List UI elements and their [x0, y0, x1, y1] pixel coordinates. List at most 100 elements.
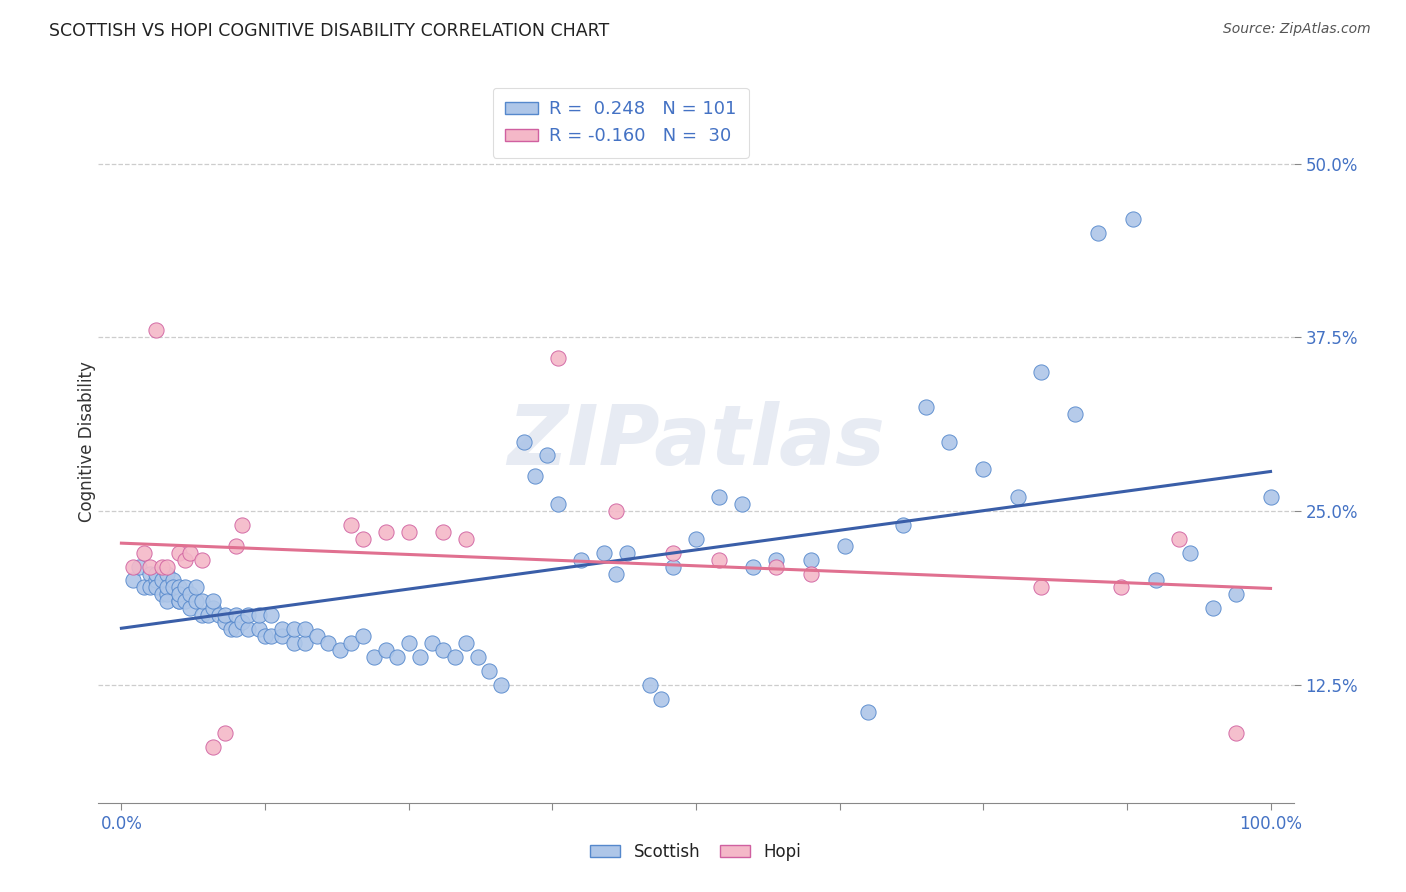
Point — [914, 400, 936, 414]
Point — [167, 594, 190, 608]
Point — [731, 497, 754, 511]
Point — [139, 559, 162, 574]
Point — [398, 636, 420, 650]
Point — [202, 740, 225, 755]
Point — [305, 629, 328, 643]
Point — [972, 462, 994, 476]
Point — [662, 559, 685, 574]
Point — [385, 649, 409, 664]
Point — [834, 539, 856, 553]
Point — [352, 629, 374, 643]
Point — [489, 678, 512, 692]
Point — [283, 636, 305, 650]
Point — [662, 546, 685, 560]
Point — [167, 587, 190, 601]
Point — [145, 323, 167, 337]
Point — [173, 581, 195, 595]
Point — [162, 574, 184, 588]
Point — [139, 566, 162, 581]
Point — [283, 622, 305, 636]
Point — [1225, 726, 1247, 740]
Point — [569, 552, 592, 566]
Point — [150, 574, 173, 588]
Point — [134, 581, 156, 595]
Point — [139, 581, 162, 595]
Point — [191, 552, 214, 566]
Point — [456, 532, 478, 546]
Point — [156, 559, 179, 574]
Point — [260, 608, 283, 623]
Point — [156, 566, 179, 581]
Point — [179, 601, 201, 615]
Point — [202, 594, 225, 608]
Point — [432, 524, 454, 539]
Point — [1064, 407, 1087, 421]
Point — [150, 587, 173, 601]
Legend: Scottish, Hopi: Scottish, Hopi — [583, 837, 808, 868]
Point — [1087, 226, 1109, 240]
Text: SCOTTISH VS HOPI COGNITIVE DISABILITY CORRELATION CHART: SCOTTISH VS HOPI COGNITIVE DISABILITY CO… — [49, 22, 609, 40]
Point — [765, 559, 787, 574]
Point — [374, 643, 396, 657]
Point — [467, 649, 489, 664]
Point — [605, 504, 627, 518]
Point — [536, 449, 558, 463]
Point — [398, 524, 420, 539]
Point — [231, 615, 253, 630]
Point — [214, 608, 236, 623]
Point — [340, 517, 363, 532]
Point — [512, 434, 534, 449]
Point — [208, 608, 231, 623]
Point — [707, 490, 730, 504]
Text: Source: ZipAtlas.com: Source: ZipAtlas.com — [1223, 22, 1371, 37]
Point — [156, 587, 179, 601]
Point — [247, 622, 270, 636]
Point — [374, 524, 396, 539]
Point — [179, 546, 201, 560]
Point — [260, 629, 283, 643]
Point — [173, 552, 195, 566]
Point — [236, 622, 259, 636]
Point — [456, 636, 478, 650]
Point — [593, 546, 616, 560]
Point — [547, 497, 569, 511]
Point — [1144, 574, 1167, 588]
Point — [1225, 587, 1247, 601]
Point — [162, 581, 184, 595]
Point — [420, 636, 443, 650]
Point — [214, 726, 236, 740]
Point — [891, 517, 914, 532]
Point — [236, 608, 259, 623]
Point — [1178, 546, 1201, 560]
Point — [231, 517, 253, 532]
Point — [122, 574, 145, 588]
Point — [1029, 365, 1052, 379]
Point — [363, 649, 385, 664]
Point — [219, 622, 242, 636]
Point — [1260, 490, 1282, 504]
Point — [443, 649, 465, 664]
Point — [167, 594, 190, 608]
Point — [685, 532, 707, 546]
Point — [122, 559, 145, 574]
Point — [478, 664, 501, 678]
Point — [1167, 532, 1189, 546]
Point — [184, 594, 207, 608]
Point — [225, 622, 247, 636]
Point — [650, 691, 672, 706]
Point — [145, 581, 167, 595]
Point — [524, 469, 547, 483]
Point — [225, 539, 247, 553]
Point — [605, 566, 627, 581]
Point — [1122, 212, 1144, 227]
Point — [765, 552, 787, 566]
Point — [316, 636, 339, 650]
Point — [938, 434, 960, 449]
Point — [547, 351, 569, 366]
Point — [179, 587, 201, 601]
Point — [214, 615, 236, 630]
Point — [184, 581, 207, 595]
Point — [145, 574, 167, 588]
Point — [156, 594, 179, 608]
Point — [167, 546, 190, 560]
